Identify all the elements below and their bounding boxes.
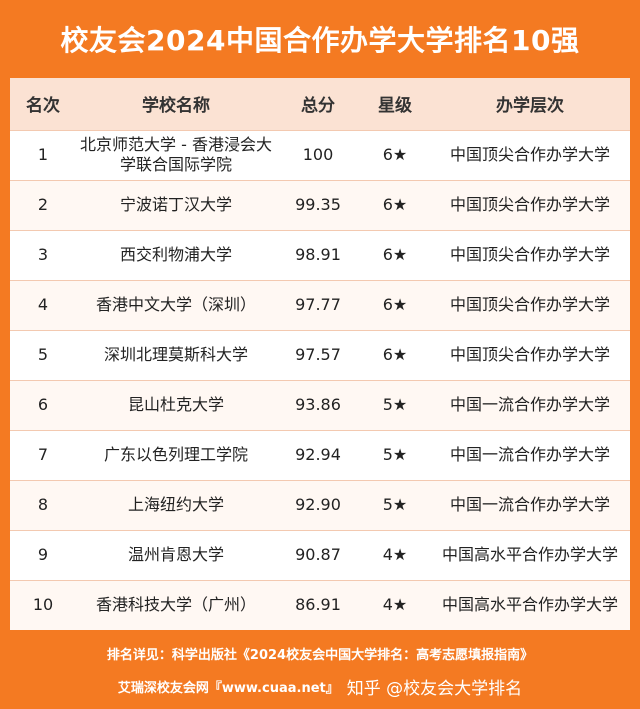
tier-cell: 中国一流合作办学大学 bbox=[430, 479, 630, 530]
star-cell: 6★ bbox=[360, 329, 430, 380]
table-row: 7 广东以色列理工学院 92.94 5★ 中国一流合作办学大学 bbox=[10, 429, 630, 480]
tier-cell: 中国顶尖合作办学大学 bbox=[430, 229, 630, 280]
school-name-cell: 宁波诺丁汉大学 bbox=[76, 179, 276, 230]
score-cell: 90.87 bbox=[276, 529, 360, 580]
rank-cell: 10 bbox=[10, 579, 76, 630]
school-name-cell: 温州肯恩大学 bbox=[76, 529, 276, 580]
star-cell: 5★ bbox=[360, 429, 430, 480]
school-name-cell: 深圳北理莫斯科大学 bbox=[76, 329, 276, 380]
table-row: 1 北京师范大学 - 香港浸会大学联合国际学院 100 6★ 中国顶尖合作办学大… bbox=[10, 129, 630, 180]
tier-cell: 中国顶尖合作办学大学 bbox=[430, 179, 630, 230]
score-cell: 97.57 bbox=[276, 329, 360, 380]
rank-cell: 3 bbox=[10, 229, 76, 280]
score-cell: 98.91 bbox=[276, 229, 360, 280]
score-cell: 99.35 bbox=[276, 179, 360, 230]
rank-cell: 8 bbox=[10, 479, 76, 530]
table-row: 2 宁波诺丁汉大学 99.35 6★ 中国顶尖合作办学大学 bbox=[10, 179, 630, 230]
rank-cell: 2 bbox=[10, 179, 76, 230]
star-cell: 4★ bbox=[360, 529, 430, 580]
rank-cell: 6 bbox=[10, 379, 76, 430]
score-cell: 100 bbox=[276, 129, 360, 180]
table-row: 4 香港中文大学（深圳） 97.77 6★ 中国顶尖合作办学大学 bbox=[10, 279, 630, 330]
star-cell: 5★ bbox=[360, 379, 430, 430]
footer-credits: 艾瑞深校友会网『www.cuaa.net』 知乎 @校友会大学排名 bbox=[0, 672, 640, 700]
rank-cell: 1 bbox=[10, 129, 76, 180]
tier-cell: 中国高水平合作办学大学 bbox=[430, 529, 630, 580]
school-name-cell: 昆山杜克大学 bbox=[76, 379, 276, 430]
header-rank: 名次 bbox=[10, 78, 76, 130]
school-name-cell: 西交利物浦大学 bbox=[76, 229, 276, 280]
header-school-name: 学校名称 bbox=[76, 78, 276, 130]
score-cell: 97.77 bbox=[276, 279, 360, 330]
tier-cell: 中国顶尖合作办学大学 bbox=[430, 279, 630, 330]
star-cell: 6★ bbox=[360, 229, 430, 280]
tier-cell: 中国一流合作办学大学 bbox=[430, 379, 630, 430]
star-cell: 5★ bbox=[360, 479, 430, 530]
rank-cell: 5 bbox=[10, 329, 76, 380]
star-cell: 6★ bbox=[360, 179, 430, 230]
score-cell: 86.91 bbox=[276, 579, 360, 630]
page-title: 校友会2024中国合作办学大学排名10强 bbox=[60, 24, 580, 57]
rank-cell: 7 bbox=[10, 429, 76, 480]
table-row: 8 上海纽约大学 92.90 5★ 中国一流合作办学大学 bbox=[10, 479, 630, 530]
school-name-cell: 上海纽约大学 bbox=[76, 479, 276, 530]
table-row: 6 昆山杜克大学 93.86 5★ 中国一流合作办学大学 bbox=[10, 379, 630, 430]
school-name-cell: 北京师范大学 - 香港浸会大学联合国际学院 bbox=[76, 129, 276, 180]
tier-cell: 中国顶尖合作办学大学 bbox=[430, 129, 630, 180]
school-name-cell: 香港科技大学（广州） bbox=[76, 579, 276, 630]
header-star-level: 星级 bbox=[360, 78, 430, 130]
school-name-cell: 广东以色列理工学院 bbox=[76, 429, 276, 480]
ranking-table: 名次 学校名称 总分 星级 办学层次 1 北京师范大学 - 香港浸会大学联合国际… bbox=[10, 78, 630, 630]
ranking-table-container: 名次 学校名称 总分 星级 办学层次 1 北京师范大学 - 香港浸会大学联合国际… bbox=[10, 78, 630, 630]
tier-cell: 中国顶尖合作办学大学 bbox=[430, 329, 630, 380]
star-cell: 6★ bbox=[360, 279, 430, 330]
rank-cell: 9 bbox=[10, 529, 76, 580]
table-row: 3 西交利物浦大学 98.91 6★ 中国顶尖合作办学大学 bbox=[10, 229, 630, 280]
table-row: 10 香港科技大学（广州） 86.91 4★ 中国高水平合作办学大学 bbox=[10, 579, 630, 630]
tier-cell: 中国一流合作办学大学 bbox=[430, 429, 630, 480]
header-school-tier: 办学层次 bbox=[430, 78, 630, 130]
score-cell: 93.86 bbox=[276, 379, 360, 430]
source-note: 排名详见：科学出版社《2024校友会中国大学排名：高考志愿填报指南》 bbox=[106, 647, 534, 663]
star-cell: 6★ bbox=[360, 129, 430, 180]
score-cell: 92.94 bbox=[276, 429, 360, 480]
school-name-cell: 香港中文大学（深圳） bbox=[76, 279, 276, 330]
site-credit: 艾瑞深校友会网『www.cuaa.net』 bbox=[117, 680, 339, 696]
tier-cell: 中国高水平合作办学大学 bbox=[430, 579, 630, 630]
table-row: 5 深圳北理莫斯科大学 97.57 6★ 中国顶尖合作办学大学 bbox=[10, 329, 630, 380]
star-cell: 4★ bbox=[360, 579, 430, 630]
table-row: 9 温州肯恩大学 90.87 4★ 中国高水平合作办学大学 bbox=[10, 529, 630, 580]
table-header-row: 名次 学校名称 总分 星级 办学层次 bbox=[10, 78, 630, 130]
zhihu-watermark: 知乎 @校友会大学排名 bbox=[346, 678, 523, 699]
header-total-score: 总分 bbox=[276, 78, 360, 130]
rank-cell: 4 bbox=[10, 279, 76, 330]
score-cell: 92.90 bbox=[276, 479, 360, 530]
